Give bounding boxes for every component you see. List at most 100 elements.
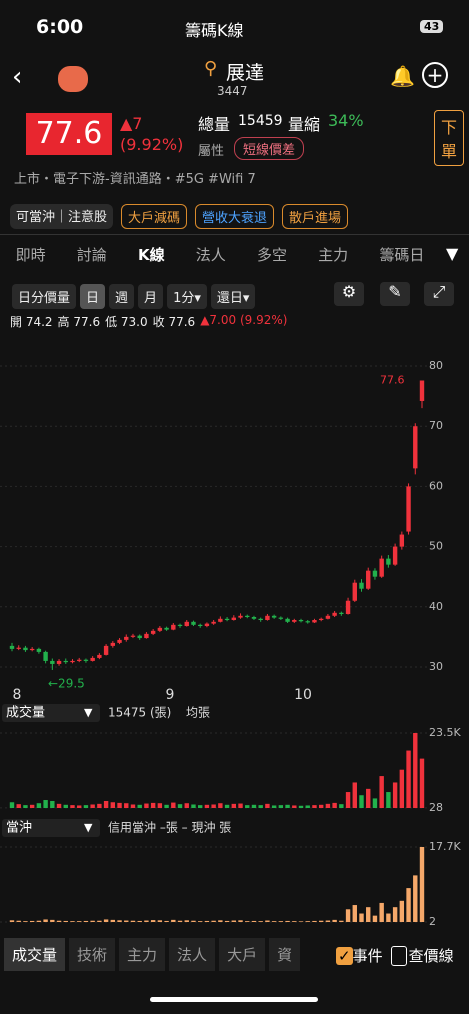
tab[interactable]: 即時: [15, 246, 46, 264]
candle-body: [406, 486, 411, 532]
ai-icon[interactable]: [58, 66, 88, 92]
high-label: 77.6: [380, 374, 405, 387]
candle-body: [271, 615, 277, 618]
bar: [43, 919, 48, 922]
attr: 屬性: [198, 144, 225, 159]
bar: [70, 805, 75, 808]
bar: [345, 909, 351, 922]
bar: [110, 802, 116, 808]
candle-body: [251, 617, 257, 619]
bottom-tab[interactable]: 法人: [169, 938, 216, 971]
tab[interactable]: K線: [137, 246, 165, 264]
attr-tag[interactable]: 短線價差: [234, 137, 305, 160]
tab[interactable]: 多空: [256, 246, 287, 264]
candle-body: [117, 639, 122, 643]
panel-label: 成交量: [6, 705, 45, 721]
candle-body: [144, 633, 149, 639]
bar: [83, 805, 89, 808]
bell[interactable]: 🔔: [390, 64, 415, 88]
add[interactable]: +: [422, 62, 448, 88]
bar: [157, 803, 163, 808]
bar: [16, 920, 21, 922]
bottom-tab[interactable]: 大戶: [219, 938, 266, 971]
candle-body: [231, 617, 237, 621]
tag[interactable]: 可當沖｜注意股: [10, 204, 114, 229]
tag[interactable]: 大戶減碼: [121, 204, 188, 229]
bar: [144, 803, 149, 808]
order-button[interactable]: 下單: [434, 110, 464, 166]
candle-body: [265, 615, 270, 621]
bar: [372, 798, 378, 808]
search-icon[interactable]: ⚲: [204, 58, 218, 79]
tool[interactable]: 還日▾: [210, 284, 256, 309]
tag[interactable]: 散戶進場: [282, 204, 349, 229]
ohlc-item: ▲7.00 (9.92%): [200, 313, 288, 327]
bar: [258, 805, 263, 808]
bar: [191, 920, 196, 922]
stock-name: 展達: [226, 62, 265, 84]
bar: [130, 920, 136, 922]
tabs-more[interactable]: ▼: [446, 244, 459, 263]
bar: [312, 805, 317, 808]
tool[interactable]: 日分價量: [12, 284, 77, 309]
y-tick-label: 60: [429, 479, 443, 492]
tool[interactable]: 月: [138, 284, 164, 309]
bar: [231, 803, 237, 808]
bar: [399, 769, 405, 808]
tab[interactable]: 法人: [195, 246, 226, 264]
panel-value: 信用當沖 –張 – 現沖 張: [108, 821, 231, 835]
bottom-tab[interactable]: 主力: [119, 938, 166, 971]
tool[interactable]: 週: [109, 284, 135, 309]
bar: [137, 920, 142, 922]
settings[interactable]: ⚙: [334, 282, 364, 306]
bar: [211, 804, 216, 808]
bar: [339, 920, 344, 922]
candle-body: [191, 621, 196, 625]
candle-body: [124, 636, 129, 640]
draw[interactable]: ✎: [380, 282, 410, 306]
bar: [164, 920, 169, 922]
bar: [150, 802, 156, 808]
bar: [171, 802, 176, 808]
bar: [238, 920, 243, 922]
bar: [9, 920, 15, 922]
tool[interactable]: 日: [80, 284, 106, 309]
rotate[interactable]: ⤢: [424, 282, 454, 306]
tool[interactable]: 1分▾: [167, 284, 207, 309]
y-tick-label: 40: [429, 600, 443, 613]
tab[interactable]: 討論: [76, 246, 107, 264]
bar: [419, 847, 425, 922]
tag[interactable]: 營收大衰退: [195, 204, 275, 229]
candle-body: [419, 380, 425, 401]
bar: [117, 802, 122, 808]
ohlc-item: 低 73.0: [105, 315, 148, 329]
bar: [137, 804, 142, 808]
bar: [83, 920, 89, 922]
candle-body: [43, 651, 48, 661]
tab[interactable]: 籌碼日: [379, 246, 425, 264]
bottom-tab[interactable]: 成交量: [4, 938, 66, 971]
bar: [124, 803, 129, 808]
bottom-tab[interactable]: 技術: [69, 938, 116, 971]
candle-body: [366, 570, 371, 589]
low-label: ←29.5: [48, 676, 85, 690]
candle-body: [171, 624, 176, 630]
bar: [70, 921, 75, 922]
bottom-tab[interactable]: 資: [269, 938, 301, 971]
tab[interactable]: 主力: [318, 246, 349, 264]
check-event[interactable]: ✓ 事件: [336, 947, 383, 965]
bar: [97, 803, 102, 808]
back[interactable]: ‹: [12, 62, 23, 92]
bar: [56, 920, 62, 922]
bar: [325, 803, 331, 808]
bar: [144, 920, 149, 922]
candle-body: [197, 624, 203, 627]
bar: [164, 804, 169, 808]
tags: 可當沖｜注意股 大戶減碼 營收大衰退 散戶進場: [10, 204, 349, 229]
bar: [285, 920, 290, 922]
check-price[interactable]: 查價線: [390, 945, 454, 966]
candle-body: [292, 620, 297, 622]
panel-select: [2, 704, 100, 722]
